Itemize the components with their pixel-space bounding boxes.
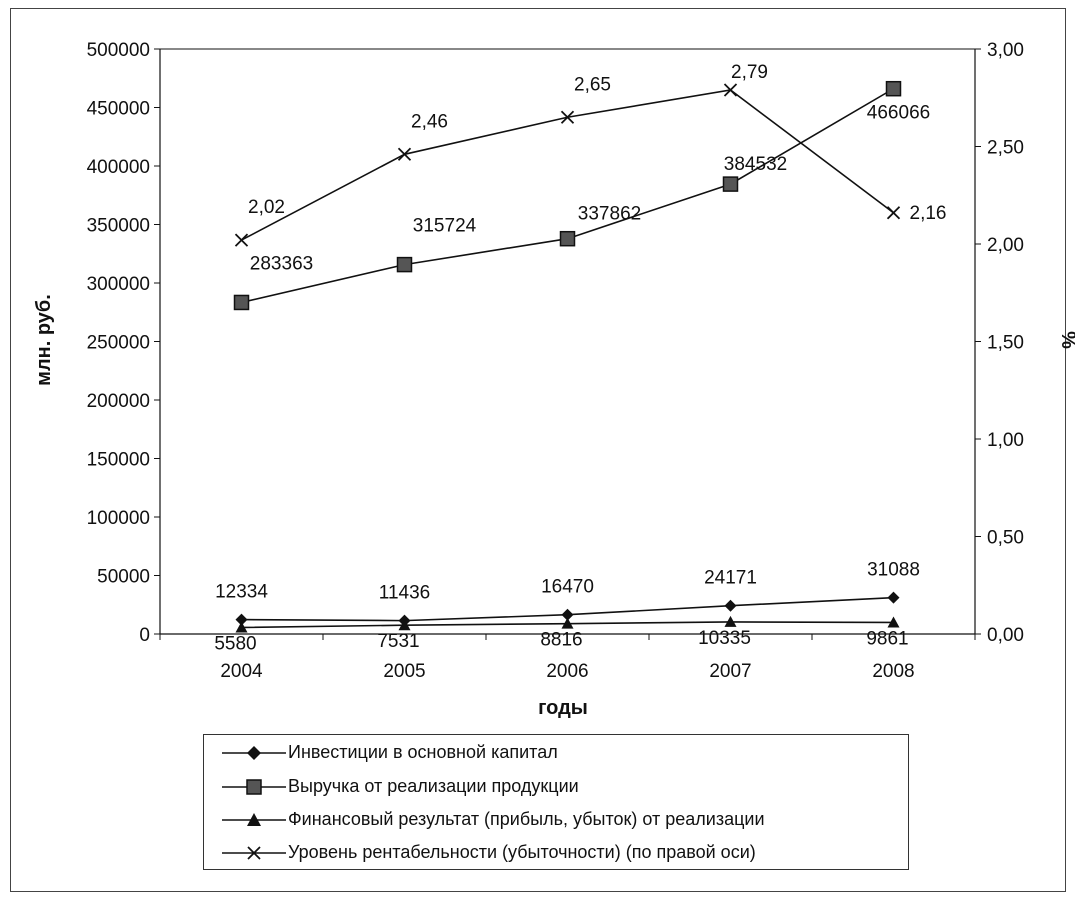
x-marker-stroke bbox=[723, 83, 738, 97]
data-point-revenue bbox=[885, 80, 902, 97]
y-tick-label: 50000 bbox=[97, 567, 150, 588]
y-tick-label: 350000 bbox=[87, 216, 150, 237]
y-axis-title: млн. руб. bbox=[33, 294, 55, 386]
legend-item-profitability: Уровень рентабельности (убыточности) (по… bbox=[204, 838, 908, 868]
data-point-financial-result bbox=[235, 621, 248, 633]
data-label-profitability: 2,79 bbox=[731, 62, 768, 83]
y-tick-label: 450000 bbox=[87, 99, 150, 120]
chart-series bbox=[233, 80, 902, 633]
y-tick-label: 100000 bbox=[87, 508, 150, 529]
data-label-investments: 11436 bbox=[379, 583, 430, 604]
y-tick-label: 0 bbox=[139, 625, 150, 646]
data-point-financial-result bbox=[561, 617, 574, 629]
y2-tick-label: 2,00 bbox=[987, 235, 1024, 256]
data-point-investments bbox=[724, 599, 737, 612]
data-label-investments: 24171 bbox=[704, 568, 757, 589]
data-label-financial-result: 8816 bbox=[540, 630, 582, 651]
data-point-revenue bbox=[559, 230, 576, 247]
data-label-profitability: 2,02 bbox=[248, 197, 285, 218]
data-label-profitability: 2,16 bbox=[910, 203, 947, 224]
x-tick-label: 2005 bbox=[383, 661, 425, 682]
data-label-revenue: 384532 bbox=[724, 154, 787, 175]
data-label-revenue: 315724 bbox=[413, 216, 477, 237]
legend-label: Уровень рентабельности (убыточности) (по… bbox=[288, 842, 756, 862]
series-line-profitability bbox=[241, 89, 894, 241]
chart-legend: Инвестиции в основной капитал Выручка от… bbox=[203, 734, 909, 870]
data-label-profitability: 2,46 bbox=[411, 111, 448, 132]
data-point-financial-result bbox=[887, 616, 900, 628]
data-label-investments: 12334 bbox=[215, 582, 268, 603]
legend-label: Финансовый результат (прибыль, убыток) о… bbox=[288, 809, 765, 829]
legend-item-investments: Инвестиции в основной капитал bbox=[204, 738, 908, 768]
chart-data-labels: 12334 11436 16470 24171 31088 283363 315724 337… bbox=[214, 62, 946, 655]
data-label-financial-result: 10335 bbox=[698, 628, 751, 649]
data-label-profitability: 2,65 bbox=[574, 74, 611, 95]
data-point-revenue bbox=[233, 294, 250, 311]
x-tick-label: 2006 bbox=[546, 661, 588, 682]
data-point-financial-result bbox=[724, 615, 737, 627]
y2-axis-title: % bbox=[1057, 331, 1075, 349]
x-axis-title: годы bbox=[538, 697, 588, 719]
data-point-profitability bbox=[397, 147, 412, 161]
x-tick-label: 2007 bbox=[709, 661, 751, 682]
triangle-marker-icon bbox=[222, 813, 286, 826]
y2-tick-label: 2,50 bbox=[987, 138, 1024, 159]
legend-label: Выручка от реализации продукции bbox=[288, 776, 579, 796]
x-marker-stroke bbox=[234, 233, 249, 247]
y2-tick-label: 3,00 bbox=[987, 40, 1024, 61]
data-point-investments bbox=[561, 608, 574, 621]
legend-item-financial-result: Финансовый результат (прибыль, убыток) о… bbox=[204, 805, 908, 835]
data-label-financial-result: 7531 bbox=[377, 631, 419, 652]
square-marker-icon bbox=[222, 779, 286, 795]
y2-tick-label: 1,00 bbox=[987, 430, 1024, 451]
y-tick-label: 300000 bbox=[87, 274, 150, 295]
series-line-revenue bbox=[241, 88, 894, 304]
x-marker-stroke bbox=[560, 110, 575, 124]
y-tick-label: 400000 bbox=[87, 157, 150, 178]
y-tick-label: 250000 bbox=[87, 333, 150, 354]
chart-frame bbox=[10, 8, 1066, 892]
y2-tick-label: 0,50 bbox=[987, 528, 1024, 549]
data-point-revenue bbox=[722, 176, 739, 192]
x-marker-icon bbox=[222, 846, 286, 860]
x-tick-label: 2004 bbox=[220, 661, 263, 682]
data-label-financial-result: 9861 bbox=[866, 628, 908, 649]
data-point-financial-result bbox=[398, 619, 411, 631]
data-point-investments bbox=[235, 613, 248, 626]
data-point-revenue bbox=[396, 256, 413, 273]
line-chart: 0 50000 100000 150000 200000 250000 300000 3500… bbox=[33, 40, 1075, 719]
data-label-revenue: 283363 bbox=[250, 253, 313, 274]
legend-item-revenue: Выручка от реализации продукции bbox=[204, 772, 908, 802]
data-point-profitability bbox=[560, 110, 575, 124]
data-label-investments: 16470 bbox=[541, 577, 594, 598]
data-label-financial-result: 5580 bbox=[214, 633, 256, 654]
data-label-revenue: 466066 bbox=[867, 103, 930, 124]
data-point-profitability bbox=[886, 206, 901, 220]
x-marker-stroke bbox=[397, 147, 412, 161]
data-point-investments bbox=[887, 591, 900, 604]
data-label-investments: 31088 bbox=[867, 560, 920, 581]
x-marker-stroke bbox=[886, 206, 901, 220]
y2-tick-label: 1,50 bbox=[987, 333, 1024, 354]
y2-tick-label: 0,00 bbox=[987, 625, 1024, 646]
y-tick-label: 150000 bbox=[87, 450, 150, 471]
y-tick-label: 200000 bbox=[87, 391, 150, 412]
x-tick-label: 2008 bbox=[872, 661, 914, 682]
diamond-marker-icon bbox=[222, 746, 286, 760]
legend-label: Инвестиции в основной капитал bbox=[288, 742, 558, 762]
data-label-revenue: 337862 bbox=[578, 204, 641, 225]
data-point-profitability bbox=[723, 83, 738, 97]
chart-axes: 0 50000 100000 150000 200000 250000 300000 3500… bbox=[87, 40, 1024, 682]
data-point-profitability bbox=[234, 233, 249, 247]
y-tick-label: 500000 bbox=[87, 40, 150, 61]
